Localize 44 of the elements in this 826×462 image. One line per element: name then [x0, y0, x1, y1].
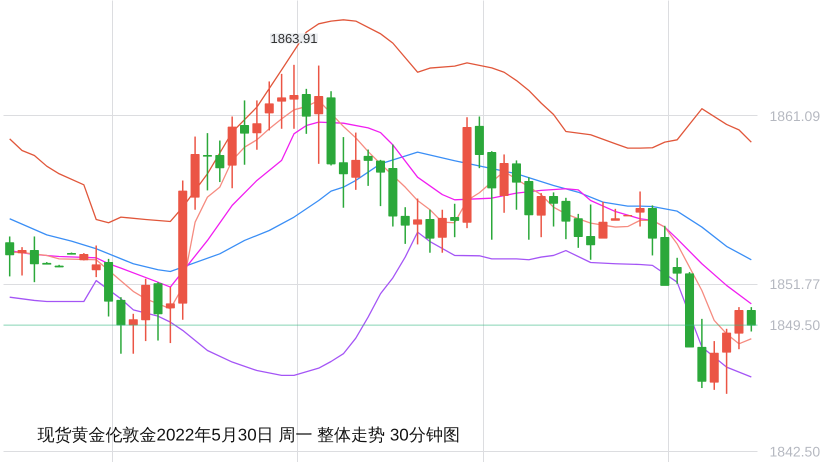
candlestick — [92, 244, 101, 278]
candlestick — [364, 148, 373, 187]
candlestick — [128, 313, 138, 354]
line-series — [9, 231, 752, 378]
y-tick-label: 1842.50 — [770, 444, 820, 460]
candlestick — [240, 100, 250, 166]
y-tick-label: 1851.77 — [770, 276, 820, 292]
candlestick — [746, 306, 756, 332]
candlestick — [413, 198, 422, 246]
candlestick — [512, 160, 521, 210]
candlestick — [314, 64, 324, 165]
candlestick — [289, 64, 298, 130]
candlestick — [264, 80, 274, 132]
annotation: 1863.91 — [270, 30, 318, 46]
candlestick — [425, 208, 434, 254]
candlestick — [338, 136, 348, 208]
candlestick — [536, 192, 546, 238]
candlestick — [5, 236, 14, 278]
candlestick — [302, 88, 311, 135]
candlestick — [202, 132, 212, 192]
candlestick — [586, 204, 596, 261]
text: 现货黄金伦敦金2022年5月30日 周一 整体走势 30分钟图 — [38, 426, 460, 444]
candlestick — [30, 236, 39, 283]
candlestick — [277, 73, 286, 130]
candlestick — [376, 159, 386, 207]
y-tick-label: 1861.09 — [770, 108, 820, 124]
candlestick — [722, 328, 732, 395]
candlestick — [400, 206, 410, 245]
candlestick — [18, 246, 27, 276]
candlestick — [351, 132, 360, 191]
candlestick — [215, 140, 224, 183]
candlestick — [549, 192, 558, 228]
candlestick — [166, 286, 175, 344]
candlestick — [574, 213, 583, 249]
candlestick — [598, 201, 608, 239]
candlestick — [252, 100, 262, 150]
candlestick — [734, 306, 744, 350]
candlestick — [636, 190, 645, 228]
candlestick — [561, 197, 570, 240]
y-tick-label: 1849.50 — [770, 317, 820, 334]
candlestick — [672, 257, 682, 285]
line-series — [9, 151, 752, 272]
candlestick — [438, 208, 447, 254]
candlestick — [450, 203, 460, 238]
